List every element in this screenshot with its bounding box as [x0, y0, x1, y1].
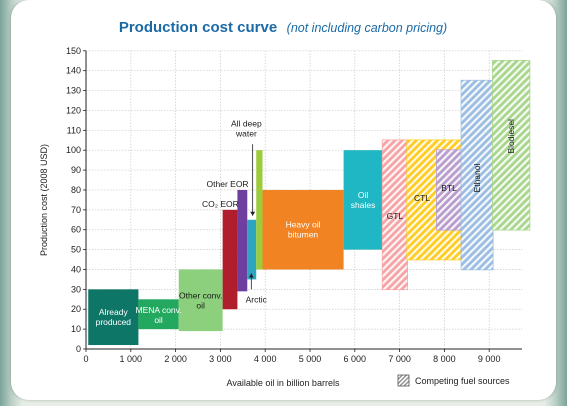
x-tick-label: 2 000: [164, 354, 187, 364]
bar: [262, 189, 344, 270]
x-tick-label: 0: [83, 354, 88, 364]
bar: [237, 189, 248, 292]
bar-label: CTL: [414, 193, 430, 203]
bar-label: Other conv. oil: [179, 290, 222, 310]
bar-hatch: [436, 150, 462, 230]
bar: [343, 150, 383, 250]
axes: 0 10 20 30 40 50 60 70 80 90 100 110 120 130 140 150 0 1 …: [66, 46, 522, 364]
bar-label: Biodiesel: [506, 119, 516, 154]
y-axis-label: Production cost (2008 USD): [39, 144, 49, 256]
grid: [86, 50, 522, 349]
bar: [138, 299, 179, 330]
bar: [88, 289, 139, 346]
chart-subtitle: (not including carbon pricing): [287, 21, 448, 35]
y-tick-label: 10: [71, 324, 81, 334]
y-tick-label: 140: [66, 66, 81, 76]
deep-water-arrowhead: [250, 211, 256, 216]
bar: [247, 219, 257, 280]
y-tick-label: 90: [71, 165, 81, 175]
y-tick-label: 130: [66, 86, 81, 96]
x-tick-label: 9 000: [478, 354, 501, 364]
bar-label: Other EOR: [207, 179, 249, 189]
bar-label: Oil shales: [351, 190, 376, 210]
y-tick-label: 70: [71, 205, 81, 215]
y-tick-label: 50: [71, 245, 81, 255]
bar-label: CO₂ EOR: [202, 199, 239, 209]
x-tick-label: 5 000: [299, 354, 322, 364]
chart-title-group: Production cost curve (not including car…: [119, 19, 447, 36]
x-tick-label: 3 000: [209, 354, 232, 364]
y-tick-label: 60: [71, 225, 81, 235]
bar-hatch: [382, 140, 408, 290]
bars: [88, 59, 531, 346]
x-tick-label: 7 000: [388, 354, 411, 364]
legend: Competing fuel sources: [397, 374, 510, 387]
bar-hatch: [492, 60, 530, 230]
legend-swatch: [397, 374, 410, 387]
y-tick-label: 40: [71, 264, 81, 274]
bar-label: Already produced: [96, 307, 132, 327]
bar-hatch: [461, 80, 493, 270]
bar-label: Heavy oil bitumen: [286, 220, 321, 240]
bar-label: All deep water: [231, 118, 262, 138]
bar-label: Ethanol: [472, 164, 482, 193]
y-tick-label: 120: [66, 105, 81, 115]
x-tick-label: 6 000: [344, 354, 367, 364]
bar-label: Arctic: [246, 294, 268, 304]
y-tick-label: 100: [66, 145, 81, 155]
x-tick-label: 8 000: [433, 354, 456, 364]
legend-label: Competing fuel sources: [415, 376, 510, 386]
y-tick-label: 20: [71, 304, 81, 314]
y-tick-label: 150: [66, 46, 81, 56]
bar-label: BTL: [441, 183, 457, 193]
x-tick-label: 1 000: [120, 354, 143, 364]
y-tick-label: 30: [71, 284, 81, 294]
bar: [256, 150, 263, 270]
y-tick-label: 80: [71, 185, 81, 195]
arctic-arrowhead: [248, 273, 254, 278]
bar-label: MENA conv. oil: [136, 305, 182, 325]
x-tick-label: 4 000: [254, 354, 277, 364]
bar-label: GTL: [387, 211, 404, 221]
chart-title: Production cost curve: [119, 19, 277, 36]
bar: [178, 269, 223, 332]
x-axis-label: Available oil in billion barrels: [227, 378, 340, 388]
y-tick-label: 110: [67, 125, 81, 135]
y-tick-label: 0: [76, 344, 81, 354]
bar: [222, 209, 238, 310]
